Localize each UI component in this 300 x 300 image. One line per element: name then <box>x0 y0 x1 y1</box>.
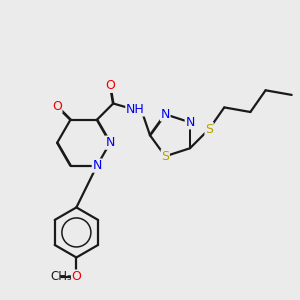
Text: S: S <box>161 150 169 163</box>
Text: N: N <box>185 116 195 129</box>
Text: O: O <box>105 79 115 92</box>
Text: N: N <box>92 159 102 172</box>
Text: NH: NH <box>126 103 145 116</box>
Text: S: S <box>205 123 213 136</box>
Text: N: N <box>106 136 115 149</box>
Text: CH₃: CH₃ <box>50 270 72 283</box>
Text: N: N <box>160 108 170 121</box>
Text: O: O <box>52 100 62 113</box>
Text: O: O <box>71 270 81 283</box>
